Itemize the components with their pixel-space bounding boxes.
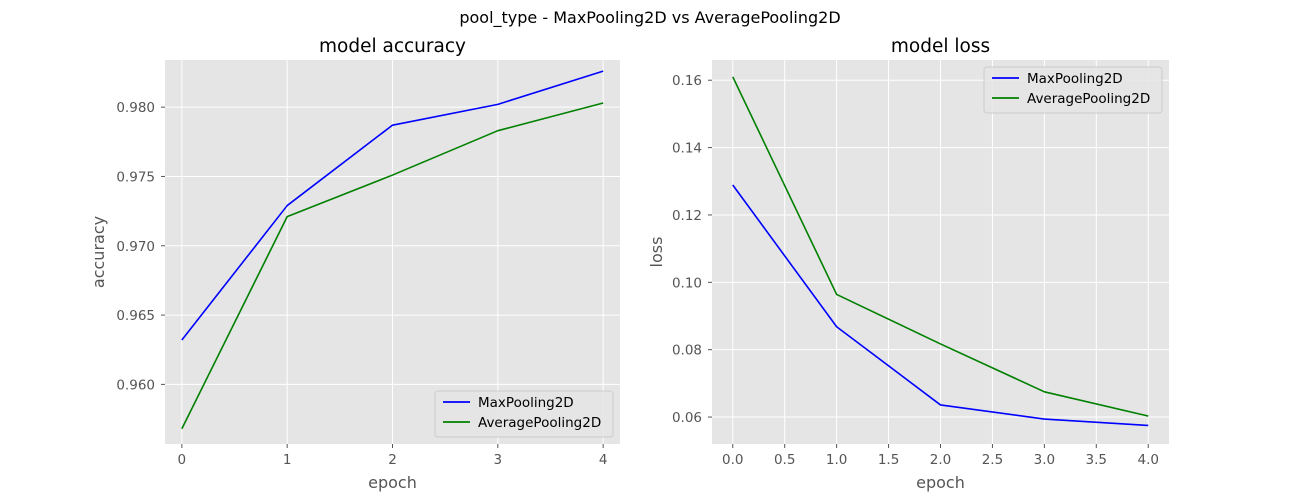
accuracy-grid [165,60,620,444]
loss-x-tick-label: 3.0 [1034,452,1055,468]
accuracy-y-tick-label: 0.965 [116,308,155,324]
accuracy-y-tick-label: 0.970 [116,239,155,255]
loss-x-tick-label: 2.5 [982,452,1003,468]
loss-y-axis-label: loss [647,237,666,268]
accuracy-legend-box [434,390,614,438]
accuracy-series-line-averagepooling2d [181,102,604,430]
accuracy-y-tick-label: 0.980 [116,100,155,116]
accuracy-series-line-maxpooling2d [181,70,604,341]
loss-x-tick-label: 0.5 [774,452,795,468]
loss-legend: MaxPooling2D AveragePooling2D [983,66,1163,114]
loss-chart-title: model loss [891,36,990,57]
accuracy-x-tick-label: 4 [599,452,608,468]
loss-y-tick-label: 0.10 [672,275,702,291]
loss-y-tick-label: 0.14 [672,141,702,157]
loss-x-tick-label: 2.0 [930,452,951,468]
loss-y-tick-label: 0.08 [672,343,702,359]
loss-y-tick-label: 0.06 [672,410,702,426]
accuracy-chart: 0 1 2 3 4 0.960 0.965 0.970 0.975 0.980 model acc… [89,36,620,492]
accuracy-tick-labels: 0 1 2 3 4 0.960 0.965 0.970 0.975 0.980 [116,100,607,468]
loss-y-tick-label: 0.16 [672,73,702,89]
accuracy-x-tick-label: 0 [178,452,187,468]
accuracy-x-tick-label: 1 [283,452,292,468]
loss-x-tick-label: 4.0 [1137,452,1158,468]
loss-x-axis-label: epoch [916,473,965,492]
accuracy-y-tick-label: 0.960 [116,377,155,393]
loss-series-line-maxpooling2d [732,184,1149,427]
loss-legend-label-maxpooling2d: MaxPooling2D [1027,71,1123,87]
accuracy-y-tick-label: 0.975 [116,169,155,185]
loss-x-tick-label: 3.5 [1086,452,1107,468]
loss-x-tick-label: 1.0 [826,452,847,468]
loss-chart: 0.0 0.5 1.0 1.5 2.0 2.5 3.0 3.5 4.0 0.06 0.08 0.10 0… [647,36,1169,492]
loss-x-tick-label: 1.5 [878,452,899,468]
accuracy-x-axis-label: epoch [368,473,417,492]
loss-legend-box [983,66,1163,114]
accuracy-legend-label-averagepooling2d: AveragePooling2D [478,415,601,431]
loss-y-tick-label: 0.12 [672,208,702,224]
accuracy-x-tick-label: 3 [494,452,503,468]
accuracy-y-axis-label: accuracy [89,216,108,288]
accuracy-legend-label-maxpooling2d: MaxPooling2D [478,395,574,411]
loss-x-tick-label: 0.0 [722,452,743,468]
figure-suptitle: pool_type - MaxPooling2D vs AveragePooli… [459,8,840,28]
loss-legend-label-averagepooling2d: AveragePooling2D [1027,91,1150,107]
loss-series-lines [732,76,1149,427]
loss-grid [712,60,1169,444]
loss-tick-labels: 0.0 0.5 1.0 1.5 2.0 2.5 3.0 3.5 4.0 0.06 0.08 0.10 0… [672,73,1159,468]
accuracy-x-tick-label: 2 [388,452,397,468]
accuracy-legend: MaxPooling2D AveragePooling2D [434,390,614,438]
loss-series-line-averagepooling2d [732,76,1149,417]
accuracy-chart-title: model accuracy [319,36,466,57]
accuracy-series-lines [181,70,604,430]
